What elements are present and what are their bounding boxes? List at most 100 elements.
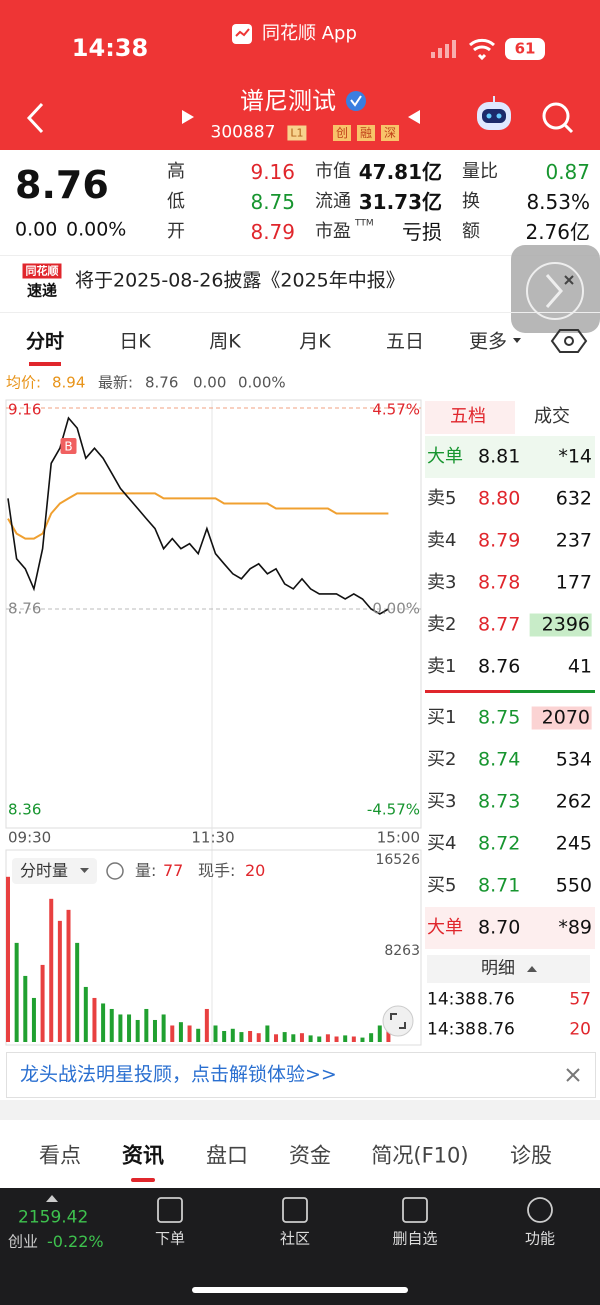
volume-bar <box>291 1034 296 1042</box>
section-tab[interactable]: 资讯 <box>122 1143 164 1168</box>
signal <box>431 40 456 58</box>
ob-label: 大单 <box>427 917 463 938</box>
search-button[interactable] <box>542 102 574 134</box>
hand-value: 20 <box>245 861 266 880</box>
volume-bar <box>66 909 71 1042</box>
section-tab[interactable]: 看点 <box>39 1143 81 1168</box>
ob-price: 8.72 <box>478 832 521 855</box>
volume-bar <box>334 1036 339 1042</box>
x-tick-label: 11:30 <box>191 828 235 847</box>
ob-tab-active[interactable] <box>425 401 515 434</box>
stat-value: 2.76亿 <box>525 220 590 244</box>
notice-text[interactable]: 将于2025-08-26披露《2025年中报》 <box>75 269 405 292</box>
stat-value: 8.53% <box>526 190 590 214</box>
volume-label: 分时量 <box>20 861 69 880</box>
hand-label: 现手: <box>198 861 236 880</box>
section-tab[interactable]: 资金 <box>289 1143 331 1168</box>
volume-bar <box>196 1028 201 1042</box>
notice-badge-bottom: 速递 <box>26 281 58 300</box>
banner-text[interactable]: 龙头战法明星投顾，点击解锁体验>> <box>20 1063 337 1086</box>
ob-tab[interactable]: 五档 <box>450 406 486 427</box>
ob-price: 8.80 <box>478 487 521 510</box>
volume-bar <box>178 1022 183 1042</box>
nav-item[interactable]: 社区 <box>279 1229 311 1248</box>
volume-bar <box>325 1034 330 1042</box>
x-tick-label: 15:00 <box>376 828 420 847</box>
divider <box>0 255 600 256</box>
volume-bar <box>118 1014 123 1042</box>
divider <box>0 312 600 313</box>
ob-price: 8.70 <box>478 916 521 939</box>
chart-tab[interactable]: 日K <box>119 330 151 353</box>
header-icons <box>26 24 574 134</box>
nav-icon <box>402 1197 428 1223</box>
tag-badge: 融 <box>356 125 376 141</box>
status-app: 同花顺 App <box>262 23 357 44</box>
volume-tick-label: 8263 <box>384 943 420 959</box>
stat-label: 开 <box>167 221 185 242</box>
stat-label: 高 <box>167 161 185 182</box>
trade-time: 14:38 <box>427 989 476 1010</box>
volume-bar <box>308 1035 313 1042</box>
ob-label: 买5 <box>427 875 457 896</box>
ob-volume: 237 <box>555 529 592 552</box>
volume-bar <box>343 1035 348 1042</box>
robot-icon[interactable] <box>477 96 511 130</box>
y-tick-label: 9.16 <box>8 400 42 419</box>
stat-label: 额 <box>462 221 480 242</box>
ob-divider-red <box>425 690 510 693</box>
nav-item[interactable]: 功能 <box>524 1229 556 1248</box>
stat-label: 量比 <box>462 161 498 182</box>
back-button[interactable] <box>26 102 44 134</box>
banner-bg[interactable] <box>6 1052 596 1098</box>
section-tab[interactable]: 诊股 <box>510 1143 552 1168</box>
y-tick-label: 8.36 <box>8 800 42 819</box>
ob-volume: 41 <box>567 655 592 678</box>
stat-sup: TTM <box>355 218 374 229</box>
ob-price: 8.81 <box>478 445 521 468</box>
chart-tab[interactable]: 月K <box>299 330 331 353</box>
volume-bar <box>265 1025 270 1042</box>
ob-label: 卖4 <box>427 530 457 551</box>
section-tab[interactable]: 盘口 <box>206 1143 248 1168</box>
stat-label: 低 <box>167 191 185 212</box>
bottom-nav-bg <box>0 1188 600 1305</box>
volume-bar <box>239 1032 244 1042</box>
chart-tab[interactable]: 周K <box>209 330 241 353</box>
ob-price: 8.73 <box>478 790 521 813</box>
volume-bar <box>386 1028 391 1042</box>
ob-label: 买3 <box>427 791 457 812</box>
trade-price: 8.76 <box>477 989 515 1010</box>
ob-label: 买1 <box>427 707 457 728</box>
ob-tab[interactable]: 成交 <box>534 406 570 427</box>
float-button[interactable] <box>511 245 600 333</box>
big-order-bg <box>425 436 595 478</box>
volume-bar <box>299 1033 304 1042</box>
volume-bar <box>109 1008 114 1042</box>
ob-volume: 245 <box>555 832 592 855</box>
vol-value: 77 <box>163 861 184 880</box>
volume-bar <box>23 975 28 1042</box>
chart-tab[interactable]: 分时 <box>25 330 65 353</box>
chart-tab[interactable]: 更多 <box>468 330 508 353</box>
float-icon <box>526 262 584 320</box>
tab-underline <box>29 362 61 366</box>
trade-volume: 20 <box>569 1019 591 1040</box>
detail-arrow <box>527 966 537 972</box>
volume-tick-label: 16526 <box>375 852 420 868</box>
pct-tick-label: 4.57% <box>372 400 420 419</box>
chart-tab[interactable]: 五日 <box>385 330 425 353</box>
nav-item[interactable]: 下单 <box>154 1229 186 1248</box>
volume-bar <box>187 1025 192 1042</box>
volume-bar <box>230 1028 235 1042</box>
volume-bar <box>170 1025 175 1042</box>
battery-level: 61 <box>514 39 536 58</box>
detail-header-bg[interactable] <box>427 955 590 983</box>
stat-label: 市值 <box>315 161 351 182</box>
ob-label: 卖3 <box>427 572 457 593</box>
stat-label: 流通 <box>315 191 351 212</box>
nav-item[interactable]: 删自选 <box>392 1229 438 1248</box>
y-tick-label: 8.76 <box>8 599 42 618</box>
stat-value: 0.87 <box>545 160 590 184</box>
section-tab[interactable]: 简况(F10) <box>371 1143 469 1168</box>
